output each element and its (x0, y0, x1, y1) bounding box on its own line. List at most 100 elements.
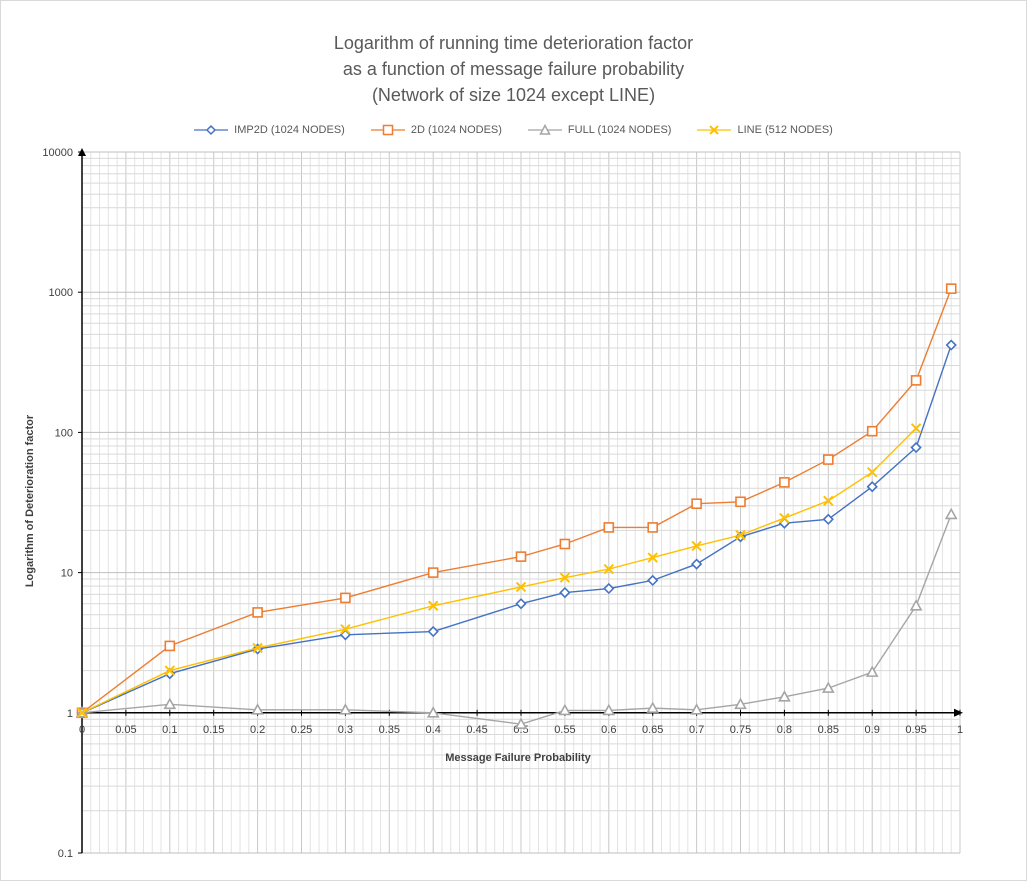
data-point-2d (252, 607, 263, 618)
y-axis-title: Logarithm of Deterioration factor (24, 414, 36, 588)
data-point-imp2d (690, 558, 703, 570)
data-point-2d (779, 477, 790, 488)
y-tick-label: 10000 (42, 147, 73, 159)
data-point-line (735, 529, 746, 541)
data-point-line (340, 623, 351, 635)
data-point-2d (647, 522, 659, 533)
data-point-imp2d (515, 598, 527, 610)
data-point-full (339, 703, 352, 715)
data-point-line (164, 665, 176, 676)
data-point-2d (559, 538, 571, 550)
data-point-full (690, 703, 703, 715)
data-point-line (76, 707, 88, 719)
legend-label-imp2d: IMP2D (1024 NODES) (234, 124, 345, 136)
data-point-full (778, 690, 791, 702)
data-point-line (515, 581, 527, 593)
data-point-imp2d (603, 582, 615, 595)
chart-legend: IMP2D (1024 NODES) 2D (1024 NODES) FULL … (0, 124, 1027, 136)
data-point-imp2d (427, 625, 439, 638)
x-tick-label: 0.3 (338, 724, 353, 736)
data-point-2d (822, 454, 834, 465)
chart-title-line-3: (Network of size 1024 except LINE) (371, 85, 656, 105)
data-point-full (944, 507, 958, 520)
legend-item-imp2d: IMP2D (1024 NODES) (194, 124, 345, 136)
data-point-line (252, 642, 263, 654)
data-point-2d (164, 640, 176, 652)
data-point-imp2d (559, 586, 571, 599)
x-tick-label: 0.35 (379, 724, 400, 736)
legend-item-full: FULL (1024 NODES) (527, 124, 671, 136)
data-point-full (558, 703, 572, 716)
data-point-line (866, 467, 878, 478)
legend-item-2d: 2D (1024 NODES) (370, 124, 502, 136)
x-tick-label: 0.55 (554, 724, 575, 736)
x-tick-label: 0.2 (250, 724, 265, 736)
series-line-2d (81, 288, 952, 714)
data-point-imp2d (945, 339, 957, 351)
data-point-line (647, 552, 658, 563)
data-point-line (910, 423, 922, 434)
data-point-line (559, 572, 571, 583)
y-tick-label: 1000 (49, 287, 73, 299)
data-point-full (646, 701, 660, 713)
data-point-full (821, 681, 835, 693)
data-point-full (865, 665, 879, 677)
y-tick-label: 0.1 (58, 848, 73, 860)
data-point-2d (691, 498, 702, 510)
x-axis-arrow (954, 708, 963, 717)
x-tick-label: 0.15 (203, 724, 224, 736)
x-tick-label: 0.9 (865, 724, 880, 736)
data-point-imp2d (647, 574, 659, 587)
data-point-2d (427, 567, 439, 578)
data-point-2d (340, 592, 351, 604)
legend-marker-line (697, 125, 732, 135)
data-point-2d (603, 522, 615, 533)
data-point-full (909, 599, 923, 611)
data-point-2d (866, 425, 878, 437)
data-point-2d (735, 496, 746, 508)
legend-item-line: LINE (512 NODES) (697, 124, 833, 136)
x-tick-label: 0.85 (818, 724, 839, 736)
series-line-imp2d (81, 344, 952, 714)
data-point-full (602, 703, 616, 716)
x-tick-label: 0.75 (730, 724, 751, 736)
x-tick-label: 0 (79, 724, 85, 736)
data-point-line (427, 600, 439, 611)
y-tick-label: 1 (67, 708, 73, 720)
chart-title-line-1: Logarithm of running time deterioration … (333, 33, 694, 53)
data-point-line (779, 512, 790, 524)
data-point-2d (515, 551, 527, 562)
data-point-full (251, 703, 264, 715)
data-point-full (163, 697, 177, 710)
series-line-full (81, 514, 952, 725)
x-tick-label: 0.05 (115, 724, 136, 736)
data-point-full (514, 717, 528, 729)
legend-label-2d: 2D (1024 NODES) (410, 124, 502, 136)
x-tick-label: 0.45 (466, 724, 487, 736)
data-point-line (691, 540, 702, 552)
x-axis-title: Message Failure Probability (445, 752, 591, 764)
x-tick-label: 0.65 (642, 724, 663, 736)
legend-marker-2d (370, 124, 405, 136)
data-point-2d (910, 375, 922, 386)
chart-title-line-2: as a function of message failure probabi… (342, 59, 685, 79)
data-point-imp2d (910, 441, 922, 454)
data-point-line (823, 495, 834, 507)
y-tick-label: 10 (61, 568, 73, 580)
x-tick-label: 0.7 (689, 724, 704, 736)
legend-marker-imp2d (194, 124, 229, 136)
legend-marker-full (527, 124, 562, 135)
y-tick-label: 100 (55, 427, 73, 439)
x-tick-label: 0.1 (162, 724, 177, 736)
x-tick-label: 0.95 (905, 724, 926, 736)
data-point-imp2d (822, 513, 834, 525)
x-tick-label: 0.25 (291, 724, 312, 736)
data-point-full (426, 706, 440, 718)
data-point-2d (945, 283, 957, 294)
data-point-imp2d (866, 481, 878, 493)
data-point-full (734, 697, 747, 710)
x-tick-label: 0.8 (777, 724, 792, 736)
data-point-line (603, 563, 615, 575)
x-tick-label: 1 (957, 724, 963, 736)
